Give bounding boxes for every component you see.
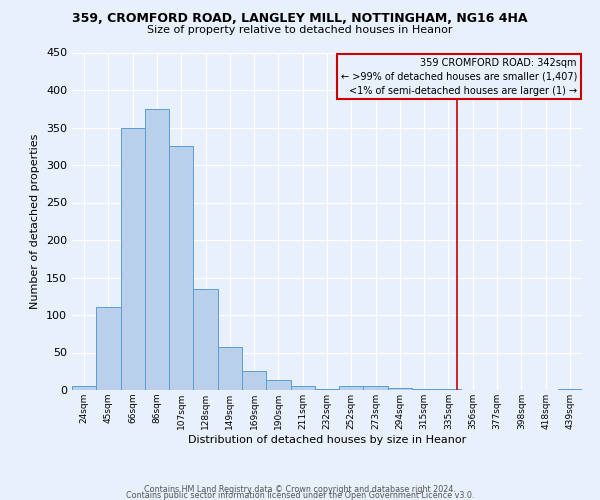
Y-axis label: Number of detached properties: Number of detached properties [31, 134, 40, 309]
Bar [218, 347, 242, 390]
Bar [388, 388, 412, 390]
Text: Contains HM Land Registry data © Crown copyright and database right 2024.: Contains HM Land Registry data © Crown c… [144, 484, 456, 494]
Bar [315, 388, 339, 390]
Bar [339, 386, 364, 390]
Text: 359, CROMFORD ROAD, LANGLEY MILL, NOTTINGHAM, NG16 4HA: 359, CROMFORD ROAD, LANGLEY MILL, NOTTIN… [72, 12, 528, 26]
Bar [266, 380, 290, 390]
Text: Size of property relative to detached houses in Heanor: Size of property relative to detached ho… [147, 25, 453, 35]
Bar [364, 386, 388, 390]
Bar [412, 388, 436, 390]
Bar [558, 388, 582, 390]
Bar [242, 370, 266, 390]
X-axis label: Distribution of detached houses by size in Heanor: Distribution of detached houses by size … [188, 434, 466, 444]
Text: 359 CROMFORD ROAD: 342sqm
← >99% of detached houses are smaller (1,407)
<1% of s: 359 CROMFORD ROAD: 342sqm ← >99% of deta… [341, 58, 577, 96]
Text: Contains public sector information licensed under the Open Government Licence v3: Contains public sector information licen… [126, 491, 474, 500]
Bar [72, 386, 96, 390]
Bar [290, 386, 315, 390]
Bar [436, 389, 461, 390]
Bar [169, 146, 193, 390]
Bar [145, 109, 169, 390]
Bar [96, 306, 121, 390]
Bar [193, 289, 218, 390]
Bar [121, 128, 145, 390]
